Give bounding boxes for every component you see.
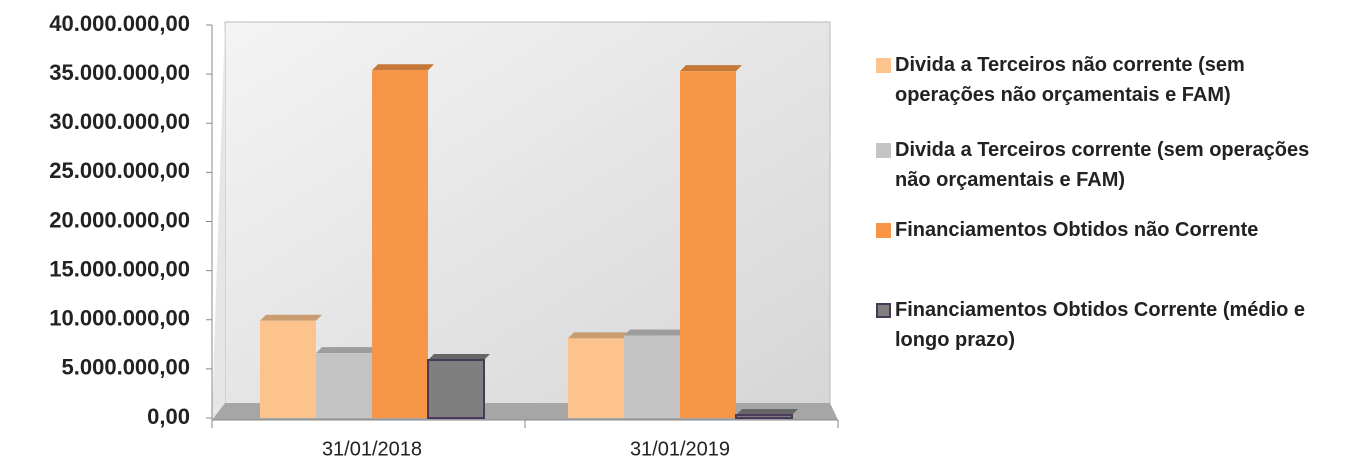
y-tick-label: 40.000.000,00 [49, 11, 190, 36]
bar [680, 71, 736, 419]
bar-top [624, 329, 686, 336]
y-tick-label: 25.000.000,00 [49, 158, 190, 183]
y-tick-label: 35.000.000,00 [49, 60, 190, 85]
bar [316, 353, 372, 418]
y-tick-label: 30.000.000,00 [49, 109, 190, 134]
legend-entry: Divida a Terceiros corrente (sem operaçõ… [876, 135, 1346, 195]
legend-label: Divida a Terceiros corrente (sem operaçõ… [895, 139, 1310, 191]
legend-label: Financiamentos Obtidos não Corrente [895, 219, 1259, 241]
bar-top [316, 347, 378, 354]
bar [568, 338, 624, 418]
y-tick-label: 20.000.000,00 [49, 207, 190, 232]
x-tick-label: 31/01/2019 [630, 438, 730, 460]
legend-swatch [876, 143, 891, 158]
bar-top [680, 65, 742, 72]
y-tick-label: 15.000.000,00 [49, 256, 190, 281]
bar-top [568, 332, 630, 339]
legend-entry: Financiamentos Obtidos não Corrente [876, 215, 1346, 245]
side-wall [212, 22, 225, 420]
bar-top [260, 314, 322, 321]
legend-entry: Divida a Terceiros não corrente (sem ope… [876, 50, 1346, 110]
legend-label: Divida a Terceiros não corrente (sem ope… [895, 54, 1245, 106]
y-tick-label: 10.000.000,00 [49, 306, 190, 331]
bar-top [736, 409, 798, 416]
y-tick-label: 5.000.000,00 [62, 355, 190, 380]
bar [372, 70, 428, 418]
bar [624, 335, 680, 418]
bar [427, 359, 485, 419]
x-tick-label: 31/01/2018 [322, 438, 422, 460]
legend-swatch [876, 303, 891, 318]
legend-label: Financiamentos Obtidos Corrente (médio e… [895, 299, 1306, 351]
legend-entry: Financiamentos Obtidos Corrente (médio e… [876, 295, 1346, 355]
legend-swatch [876, 223, 891, 238]
y-tick-label: 0,00 [147, 404, 190, 429]
bar-top [372, 64, 434, 71]
legend-swatch [876, 58, 891, 73]
bar-top [428, 354, 490, 361]
bar [260, 320, 316, 418]
bar [735, 414, 793, 419]
